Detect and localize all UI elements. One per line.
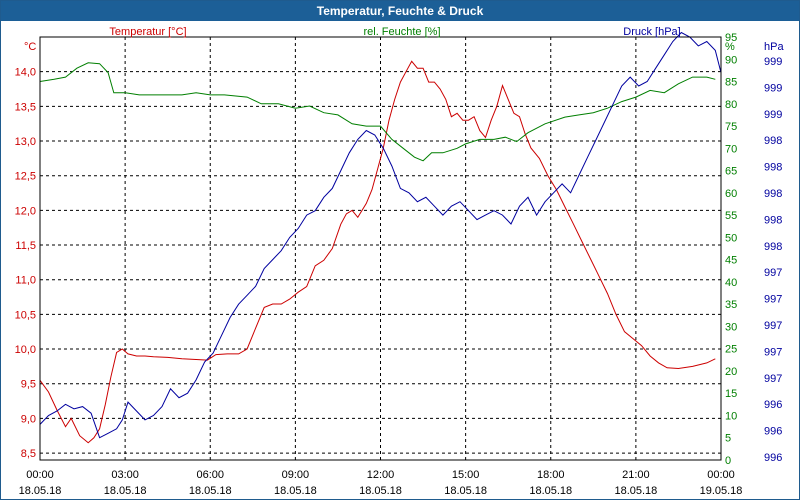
humidity-tick-label: 5 [725, 433, 731, 445]
temperature-tick-label: 9,5 [21, 379, 36, 391]
temperature-axis-label: Temperatur [°C] [109, 26, 186, 38]
pressure-tick-label: 996 [764, 426, 782, 438]
temperature-unit: °C [24, 41, 36, 53]
humidity-axis-label: rel. Feuchte [%] [363, 26, 440, 38]
pressure-tick-label: 997 [764, 294, 782, 306]
humidity-tick-label: 15 [725, 388, 737, 400]
temperature-tick-label: 10,5 [15, 309, 36, 321]
x-tick-date: 18.05.18 [189, 485, 232, 497]
humidity-tick-label: 50 [725, 232, 737, 244]
x-tick-time: 21:00 [622, 469, 650, 481]
pressure-tick-label: 996 [764, 399, 782, 411]
humidity-tick-label: 35 [725, 299, 737, 311]
x-tick-time: 12:00 [367, 469, 395, 481]
pressure-tick-label: 997 [764, 320, 782, 332]
temperature-tick-label: 11,0 [15, 275, 36, 287]
temperature-tick-label: 12,5 [15, 171, 36, 183]
x-tick-date: 18.05.18 [529, 485, 572, 497]
x-tick-date: 18.05.18 [104, 485, 147, 497]
x-tick-date: 18.05.18 [444, 485, 487, 497]
x-tick-date: 18.05.18 [19, 485, 62, 497]
humidity-tick-label: 70 [725, 143, 737, 155]
humidity-tick-label: 60 [725, 188, 737, 200]
temperature-tick-label: 11,5 [15, 240, 36, 252]
humidity-tick-label: 40 [725, 277, 737, 289]
temperature-tick-label: 13,5 [15, 101, 36, 113]
temperature-tick-label: 8,5 [21, 448, 36, 460]
temperature-tick-label: 12,0 [15, 205, 36, 217]
x-tick-date: 18.05.18 [274, 485, 317, 497]
pressure-tick-label: 996 [764, 452, 782, 464]
humidity-tick-label: 30 [725, 321, 737, 333]
pressure-tick-label: 998 [764, 162, 782, 174]
humidity-tick-label: 85 [725, 77, 737, 89]
humidity-unit: % [725, 41, 735, 53]
pressure-tick-label: 997 [764, 346, 782, 358]
x-tick-time: 00:00 [26, 469, 54, 481]
humidity-tick-label: 10 [725, 410, 737, 422]
pressure-tick-label: 999 [764, 109, 782, 121]
x-tick-time: 06:00 [196, 469, 224, 481]
pressure-tick-label: 998 [764, 241, 782, 253]
pressure-tick-label: 998 [764, 188, 782, 200]
humidity-tick-label: 0 [725, 455, 731, 467]
humidity-tick-label: 45 [725, 255, 737, 267]
pressure-axis-label: Druck [hPa] [623, 26, 680, 38]
humidity-tick-label: 90 [725, 54, 737, 66]
pressure-tick-label: 997 [764, 373, 782, 385]
humidity-tick-label: 55 [725, 210, 737, 222]
pressure-tick-label: 998 [764, 135, 782, 147]
x-tick-time: 15:00 [452, 469, 480, 481]
pressure-line [39, 31, 722, 439]
x-tick-time: 18:00 [537, 469, 565, 481]
pressure-tick-label: 999 [764, 82, 782, 94]
x-tick-time: 03:00 [111, 469, 139, 481]
chart-title: Temperatur, Feuchte & Druck [1, 1, 799, 21]
humidity-tick-label: 75 [725, 121, 737, 133]
humidity-tick-label: 95 [725, 32, 737, 44]
x-tick-time: 00:00 [707, 469, 735, 481]
x-tick-date: 18.05.18 [614, 485, 657, 497]
temperature-tick-label: 9,0 [21, 413, 36, 425]
pressure-unit: hPa [764, 41, 784, 53]
pressure-tick-label: 999 [764, 56, 782, 68]
humidity-line [39, 62, 716, 162]
humidity-tick-label: 80 [725, 99, 737, 111]
x-tick-date: 18.05.18 [359, 485, 402, 497]
humidity-tick-label: 20 [725, 366, 737, 378]
temperature-tick-label: 13,0 [15, 136, 36, 148]
temperature-line [39, 60, 716, 444]
pressure-tick-label: 998 [764, 214, 782, 226]
humidity-tick-label: 65 [725, 166, 737, 178]
plot-area [39, 36, 722, 461]
x-tick-date: 19.05.18 [700, 485, 743, 497]
humidity-tick-label: 25 [725, 344, 737, 356]
pressure-tick-label: 997 [764, 267, 782, 279]
temperature-tick-label: 14,0 [15, 67, 36, 79]
x-tick-time: 09:00 [282, 469, 310, 481]
temperature-tick-label: 10,0 [15, 344, 36, 356]
